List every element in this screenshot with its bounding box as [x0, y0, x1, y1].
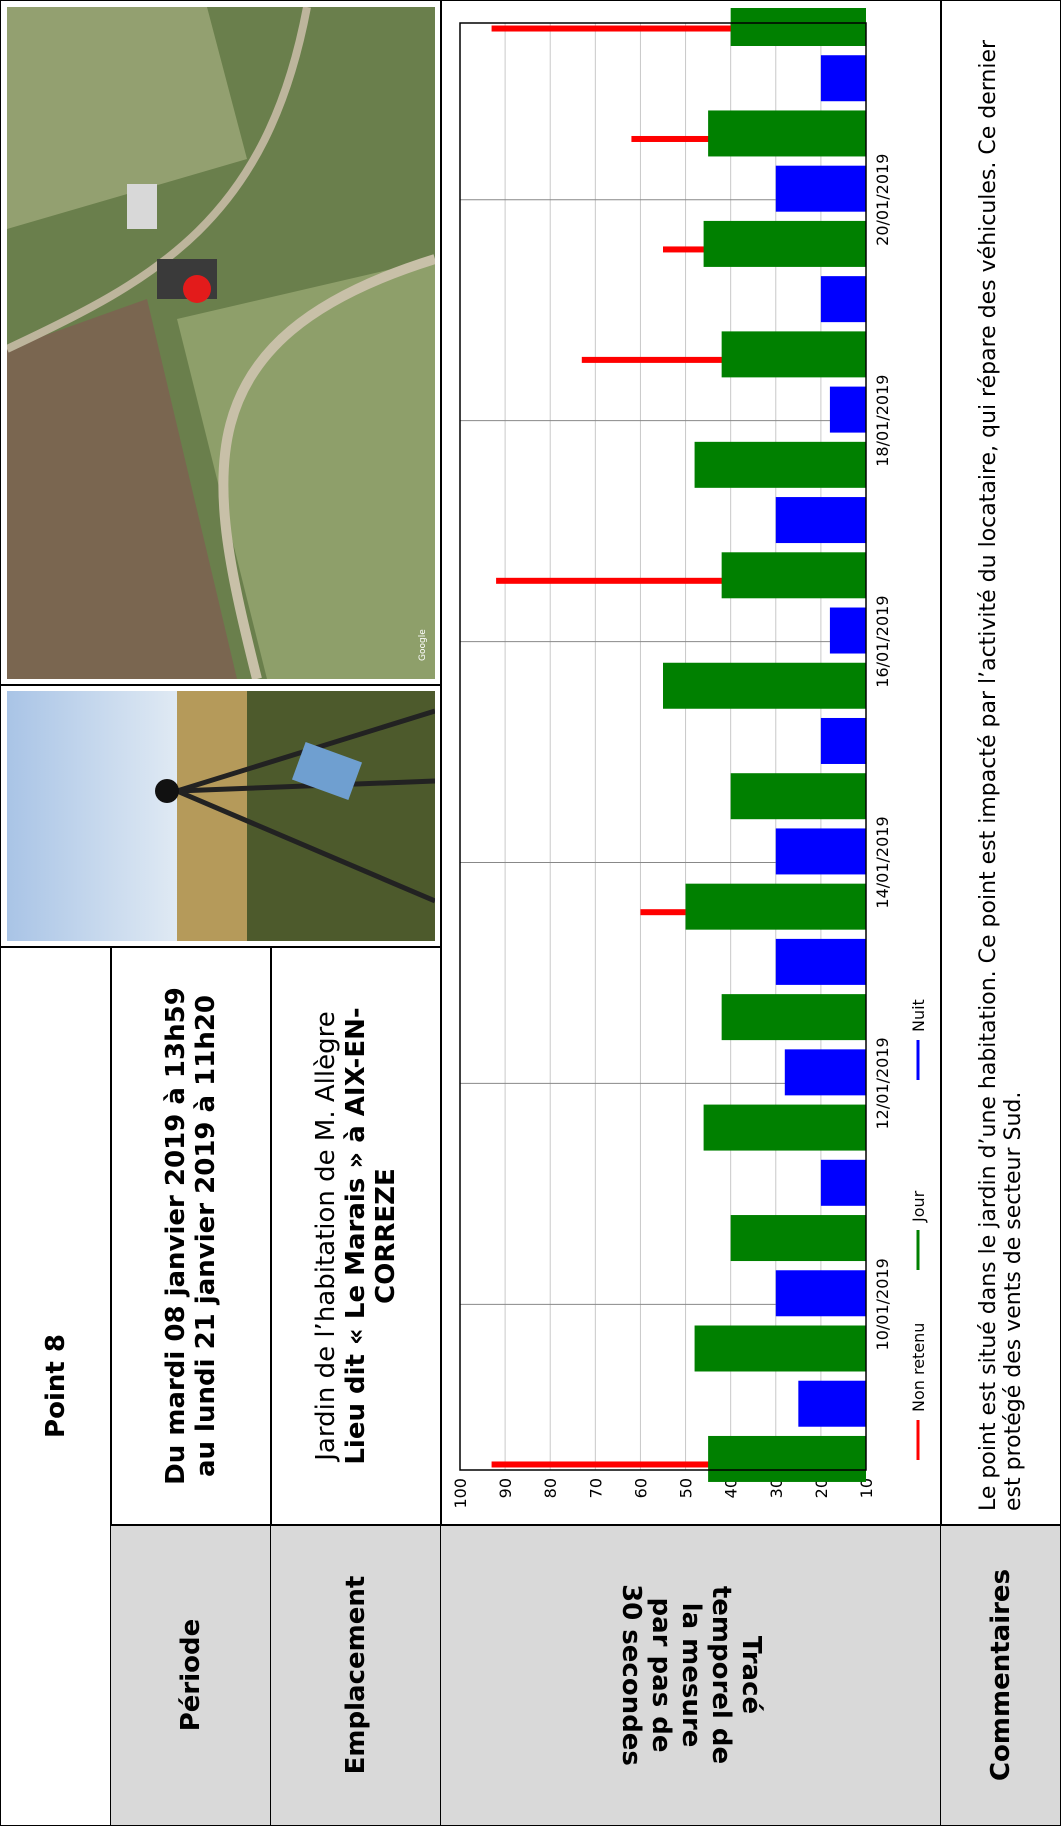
- comments-text: Le point est situé dans le jardin d’une …: [940, 0, 1061, 1526]
- page: {"header":{"title":"Point 8"}, "period":…: [0, 0, 1061, 1826]
- y-tick-label: 60: [631, 1478, 650, 1498]
- bar: [821, 276, 866, 322]
- legend-label: Non retenu: [909, 1323, 928, 1412]
- aerial-map: Google: [7, 7, 435, 679]
- bar: [830, 387, 866, 433]
- point-title: Point 8: [0, 946, 112, 1826]
- location-label: Emplacement: [270, 1524, 442, 1826]
- bar: [798, 1381, 866, 1427]
- legend-label: Jour: [909, 1190, 928, 1223]
- comments-text-body: Le point est situé dans le jardin d’une …: [976, 15, 1026, 1511]
- chart: 10203040506070809010010/01/201912/01/201…: [446, 8, 936, 1518]
- chart-label: Tracé temporel de la mesure par pas de 3…: [440, 1524, 942, 1826]
- bar: [708, 1436, 866, 1482]
- bar: [708, 110, 866, 156]
- site-photo: [7, 691, 435, 941]
- x-tick-label: 18/01/2019: [873, 375, 892, 467]
- bar: [821, 1160, 866, 1206]
- bar: [731, 773, 866, 819]
- location-line: Jardin de l’habitation de M. Allègre: [311, 1011, 341, 1460]
- legend-label: Nuit: [909, 999, 928, 1032]
- bar: [776, 828, 866, 874]
- map-cell: Google: [0, 0, 442, 686]
- location-label-text: Emplacement: [341, 1576, 371, 1775]
- period-value-text: Du mardi 08 janvier 2019 à 13h59 au lund…: [161, 987, 221, 1485]
- y-tick-label: 80: [541, 1478, 560, 1498]
- rotated-sheet: Point 8 Période Du mardi 08 janvier 2019…: [0, 0, 1061, 1826]
- location-value: Jardin de l’habitation de M. Allègre Lie…: [270, 946, 442, 1526]
- comments-label-text: Commentaires: [986, 1569, 1016, 1781]
- location-line: Lieu dit « Le Marais » à AIX-EN-CORREZE: [341, 947, 401, 1525]
- y-tick-label: 70: [586, 1478, 605, 1498]
- bar: [830, 608, 866, 654]
- bar: [776, 939, 866, 985]
- bar: [704, 221, 866, 267]
- bar: [785, 1049, 866, 1095]
- x-tick-label: 12/01/2019: [873, 1037, 892, 1129]
- bar: [731, 8, 866, 46]
- y-tick-label: 90: [496, 1478, 515, 1498]
- x-tick-label: 20/01/2019: [873, 154, 892, 246]
- chart-label-text: Tracé temporel de la mesure par pas de 3…: [616, 1575, 766, 1775]
- period-value: Du mardi 08 janvier 2019 à 13h59 au lund…: [110, 946, 272, 1526]
- bar: [776, 497, 866, 543]
- bar: [821, 718, 866, 764]
- bar: [722, 552, 866, 598]
- bar: [704, 1105, 866, 1151]
- period-label: Période: [110, 1524, 272, 1826]
- bar: [776, 1270, 866, 1316]
- point-title-text: Point 8: [41, 1334, 71, 1438]
- bar: [731, 1215, 866, 1261]
- y-tick-label: 50: [677, 1478, 696, 1498]
- x-tick-label: 14/01/2019: [873, 816, 892, 908]
- period-label-text: Période: [176, 1619, 206, 1732]
- x-tick-label: 10/01/2019: [873, 1258, 892, 1350]
- bar: [821, 55, 866, 101]
- comments-label: Commentaires: [940, 1524, 1061, 1826]
- bar: [722, 994, 866, 1040]
- y-tick-label: 100: [451, 1478, 470, 1509]
- bar: [695, 1325, 866, 1371]
- bar: [695, 442, 866, 488]
- bar: [686, 884, 866, 930]
- bar: [663, 663, 866, 709]
- bar: [722, 331, 866, 377]
- x-tick-label: 16/01/2019: [873, 595, 892, 687]
- photo-cell: [0, 684, 442, 948]
- bar: [776, 166, 866, 212]
- map-watermark: Google: [418, 629, 428, 661]
